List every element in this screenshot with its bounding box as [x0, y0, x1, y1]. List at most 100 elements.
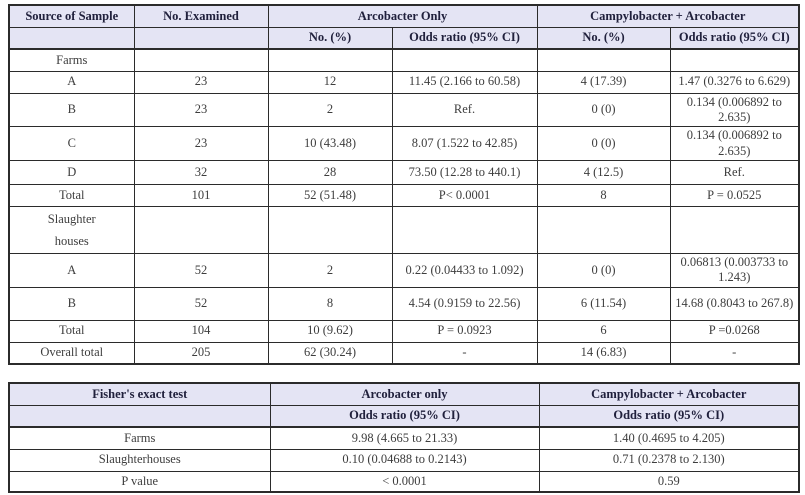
cell-arco-no: 10 (43.48)	[267, 126, 393, 161]
sample-prevalence-table: Source of Sample No. Examined Arcobacter…	[8, 4, 801, 365]
cell-camp-or: 0.71 (0.2378 to 2.130)	[538, 448, 800, 472]
cell-examined: 23	[133, 70, 269, 94]
cell-examined	[133, 206, 269, 254]
table-row-slaughterhouse-a: A 52 2 0.22 (0.04433 to 1.092) 0 (0) 0.0…	[8, 253, 800, 288]
column-group-campylobacter-arcobacter: Campylobacter + Arcobacter	[536, 4, 800, 28]
cell-source: B	[8, 286, 135, 321]
cell-source: Slaughter houses	[8, 206, 135, 254]
cell-source: D	[8, 160, 135, 185]
column-group-campylobacter-arcobacter: Campylobacter + Arcobacter	[538, 382, 800, 406]
cell-arco-no	[267, 48, 393, 72]
column-group-arcobacter-only: Arcobacter Only	[267, 4, 538, 28]
subheader-camp-odds-ratio: Odds ratio (95% CI)	[538, 404, 800, 428]
table-row-slaughterhouses-section: Slaughter houses	[8, 206, 800, 254]
cell-camp-no	[536, 206, 671, 254]
cell-arco-or: -	[391, 341, 538, 365]
cell-arco-no	[267, 206, 393, 254]
cell-camp-no: 6 (11.54)	[536, 286, 671, 321]
cell-arco-no: 62 (30.24)	[267, 341, 393, 365]
subheader-arco-odds-ratio: Odds ratio (95% CI)	[391, 26, 538, 50]
cell-camp-or: 0.134 (0.006892 to 2.635)	[669, 92, 800, 127]
cell-arco-no: 2	[267, 253, 393, 288]
cell-arco-or: < 0.0001	[269, 470, 540, 493]
cell-source: Total	[8, 319, 135, 343]
cell-arco-or: 11.45 (2.166 to 60.58)	[391, 70, 538, 94]
cell-camp-or: P =0.0268	[669, 319, 800, 343]
cell-arco-or: 4.54 (0.9159 to 22.56)	[391, 286, 538, 321]
cell-camp-no: 0 (0)	[536, 253, 671, 288]
table-row-farm-d: D 32 28 73.50 (12.28 to 440.1) 4 (12.5) …	[8, 160, 800, 185]
table1-header-row: Source of Sample No. Examined Arcobacter…	[8, 4, 800, 28]
cell-arco-or: P = 0.0923	[391, 319, 538, 343]
cell-camp-or: -	[669, 341, 800, 365]
cell-camp-no: 4 (12.5)	[536, 160, 671, 185]
cell-arco-or: 8.07 (1.522 to 42.85)	[391, 126, 538, 161]
cell-arco-no: 10 (9.62)	[267, 319, 393, 343]
cell-arco-no: 8	[267, 286, 393, 321]
cell-label: Farms	[8, 426, 271, 450]
fisher-exact-test-table: Fisher's exact test Arcobacter only Camp…	[8, 382, 800, 493]
subheader-empty-source	[8, 26, 135, 50]
cell-camp-or: 1.40 (0.4695 to 4.205)	[538, 426, 800, 450]
cell-source: A	[8, 70, 135, 94]
cell-label: P value	[8, 470, 271, 493]
cell-camp-or: 0.134 (0.006892 to 2.635)	[669, 126, 800, 161]
table-row-farms-section: Farms	[8, 48, 800, 72]
table-row-overall-total: Overall total 205 62 (30.24) - 14 (6.83)…	[8, 341, 800, 365]
cell-camp-no: 14 (6.83)	[536, 341, 671, 365]
table-row-fisher-farms: Farms 9.98 (4.665 to 21.33) 1.40 (0.4695…	[8, 426, 800, 450]
cell-examined: 101	[133, 184, 269, 207]
table-row-fisher-slaughterhouses: Slaughterhouses 0.10 (0.04688 to 0.2143)…	[8, 448, 800, 472]
cell-arco-no: 28	[267, 160, 393, 185]
cell-camp-no: 4 (17.39)	[536, 70, 671, 94]
table1-subheader-row: No. (%) Odds ratio (95% CI) No. (%) Odds…	[8, 26, 800, 50]
cell-source: B	[8, 92, 135, 127]
column-header-source: Source of Sample	[8, 4, 135, 28]
cell-arco-or: 73.50 (12.28 to 440.1)	[391, 160, 538, 185]
table-row-fisher-p-value: P value < 0.0001 0.59	[8, 470, 800, 493]
cell-camp-or	[669, 48, 800, 72]
cell-examined: 23	[133, 92, 269, 127]
cell-camp-or: 14.68 (0.8043 to 267.8)	[669, 286, 800, 321]
table2-header-row: Fisher's exact test Arcobacter only Camp…	[8, 382, 800, 406]
cell-source: C	[8, 126, 135, 161]
cell-examined: 104	[133, 319, 269, 343]
table-row-farm-c: C 23 10 (43.48) 8.07 (1.522 to 42.85) 0 …	[8, 126, 800, 161]
cell-camp-or: 1.47 (0.3276 to 6.629)	[669, 70, 800, 94]
cell-arco-or	[391, 48, 538, 72]
cell-arco-or	[391, 206, 538, 254]
cell-arco-or: 0.10 (0.04688 to 0.2143)	[269, 448, 540, 472]
cell-arco-or: 9.98 (4.665 to 21.33)	[269, 426, 540, 450]
cell-arco-no: 12	[267, 70, 393, 94]
column-group-arcobacter-only: Arcobacter only	[269, 382, 540, 406]
cell-examined: 205	[133, 341, 269, 365]
cell-camp-or: P = 0.0525	[669, 184, 800, 207]
cell-source: Total	[8, 184, 135, 207]
table-row-farm-b: B 23 2 Ref. 0 (0) 0.134 (0.006892 to 2.6…	[8, 92, 800, 127]
cell-arco-or: P< 0.0001	[391, 184, 538, 207]
cell-camp-or	[669, 206, 800, 254]
cell-arco-no: 2	[267, 92, 393, 127]
table-row-farms-total: Total 101 52 (51.48) P< 0.0001 8 P = 0.0…	[8, 184, 800, 207]
cell-camp-no: 6	[536, 319, 671, 343]
table-row-slaughterhouses-total: Total 104 10 (9.62) P = 0.0923 6 P =0.02…	[8, 319, 800, 343]
cell-examined: 52	[133, 286, 269, 321]
cell-camp-or: 0.06813 (0.003733 to 1.243)	[669, 253, 800, 288]
subheader-arco-odds-ratio: Odds ratio (95% CI)	[269, 404, 540, 428]
table-row-slaughterhouse-b: B 52 8 4.54 (0.9159 to 22.56) 6 (11.54) …	[8, 286, 800, 321]
cell-source: Farms	[8, 48, 135, 72]
cell-source: A	[8, 253, 135, 288]
cell-camp-no	[536, 48, 671, 72]
cell-camp-no: 0 (0)	[536, 92, 671, 127]
cell-camp-or: Ref.	[669, 160, 800, 185]
cell-camp-no: 0 (0)	[536, 126, 671, 161]
table2-subheader-row: Odds ratio (95% CI) Odds ratio (95% CI)	[8, 404, 800, 428]
cell-source: Overall total	[8, 341, 135, 365]
cell-arco-or: 0.22 (0.04433 to 1.092)	[391, 253, 538, 288]
cell-arco-or: Ref.	[391, 92, 538, 127]
column-header-fisher-test: Fisher's exact test	[8, 382, 271, 406]
cell-examined: 32	[133, 160, 269, 185]
column-header-examined: No. Examined	[133, 4, 269, 28]
table-row-farm-a: A 23 12 11.45 (2.166 to 60.58) 4 (17.39)…	[8, 70, 800, 94]
